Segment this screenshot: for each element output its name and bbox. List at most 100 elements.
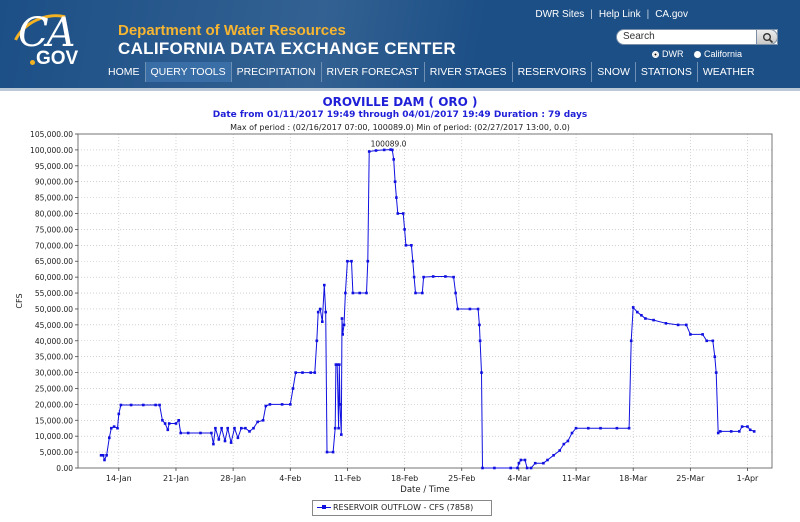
top-link-dwr-sites[interactable]: DWR Sites: [535, 9, 585, 20]
series-point: [244, 426, 247, 430]
series-outflow: [99, 148, 756, 470]
series-point: [351, 291, 355, 295]
top-link-separator: |: [646, 9, 650, 20]
chart-legend: RESERVOIR OUTFLOW - CFS (7858): [312, 500, 492, 516]
org-name: Department of Water Resources: [118, 22, 346, 39]
search-scope-dwr[interactable]: DWR: [652, 49, 684, 59]
series-point: [186, 431, 190, 435]
top-link-help[interactable]: Help Link: [598, 9, 641, 20]
y-tick-label: 20,000.00: [35, 400, 73, 409]
series-point: [713, 355, 717, 358]
y-tick-label: 5,000.00: [40, 448, 74, 457]
series-point: [558, 449, 561, 452]
search-button[interactable]: [756, 29, 778, 45]
nav-river-forecast[interactable]: RIVER FORECAST: [322, 62, 425, 82]
series-point: [315, 339, 319, 343]
series-point: [716, 431, 720, 435]
plot-area-frame: [77, 133, 773, 469]
series-point: [161, 419, 164, 422]
series-point: [294, 371, 297, 374]
series-point: [142, 403, 145, 407]
ca-gov-logo[interactable]: CA GOV: [1, 2, 95, 88]
series-point: [223, 439, 227, 443]
top-links: DWR Sites | Help Link | CA.gov: [535, 9, 688, 20]
search-input[interactable]: Search: [616, 29, 778, 45]
y-tick-label: 70,000.00: [35, 241, 73, 250]
series-point: [746, 425, 749, 428]
series-point: [401, 212, 405, 215]
nav-reservoirs[interactable]: RESERVOIRS: [513, 62, 593, 82]
series-point: [652, 318, 655, 322]
series-point: [374, 149, 378, 152]
outflow-chart: 0.00 5,000.00 10,000.00 15,000.00 20,000.00 2…: [15, 130, 773, 495]
series-point: [163, 422, 167, 425]
chart-period-summary: Max of period : (02/16/2017 07:00, 10008…: [230, 123, 570, 132]
y-tick-label: 30,000.00: [35, 369, 73, 378]
series-point: [177, 419, 180, 422]
series-point: [112, 425, 116, 428]
series-point: [478, 339, 482, 343]
y-tick-label: 25,000.00: [35, 384, 73, 393]
content-top-border: [0, 88, 800, 91]
series-point: [410, 244, 413, 247]
legend-entry: RESERVOIR OUTFLOW - CFS (7858): [333, 503, 474, 512]
series-point: [342, 323, 346, 327]
series-point: [529, 466, 533, 470]
series-point: [154, 403, 157, 407]
nav-precipitation[interactable]: PRECIPITATION: [232, 62, 322, 82]
series-point: [393, 180, 397, 183]
top-link-ca-gov[interactable]: CA.gov: [655, 9, 688, 20]
series-point: [110, 426, 113, 430]
series-point: [212, 442, 215, 446]
series-point: [719, 430, 722, 433]
series-point: [217, 438, 221, 441]
series-point: [338, 363, 341, 366]
series-point: [340, 317, 344, 320]
logo-dot-icon: [30, 60, 35, 65]
radio-selected-icon[interactable]: [652, 51, 659, 58]
x-tick-label: 25-Mar: [676, 474, 705, 483]
series-point: [105, 454, 108, 457]
nav-river-stages[interactable]: RIVER STAGES: [425, 62, 513, 82]
series-point: [229, 441, 233, 444]
series-point: [291, 387, 295, 390]
y-axis-ticks: 0.00 5,000.00 10,000.00 15,000.00 20,000.00 2…: [30, 130, 78, 473]
y-axis-label: CFS: [15, 293, 24, 308]
chart-subtitle: Date from 01/11/2017 19:49 through 04/01…: [212, 110, 588, 120]
search-scope-california[interactable]: California: [694, 49, 742, 59]
series-point: [318, 307, 322, 311]
nav-snow[interactable]: SNOW: [592, 62, 636, 82]
nav-stations[interactable]: STATIONS: [636, 62, 698, 82]
series-point: [214, 426, 217, 430]
series-point: [552, 454, 555, 457]
series-point: [129, 403, 133, 407]
site-name: CALIFORNIA DATA EXCHANGE CENTER: [118, 39, 456, 58]
series-point: [392, 158, 395, 161]
series-point: [337, 426, 340, 430]
series-point: [325, 450, 329, 454]
chart-grid: [78, 133, 772, 469]
radio-unselected-icon[interactable]: [694, 51, 702, 58]
nav-query-tools[interactable]: QUERY TOOLS: [145, 62, 232, 82]
nav-weather[interactable]: WEATHER: [702, 66, 755, 78]
x-tick-label: 11-Mar: [562, 474, 591, 483]
y-tick-label: 100,000.00: [30, 146, 73, 155]
series-point: [444, 275, 447, 278]
main-nav: HOME QUERY TOOLS PRECIPITATION RIVER FOR…: [103, 62, 760, 82]
series-point: [705, 339, 708, 343]
series-point: [714, 371, 718, 374]
series-point: [233, 426, 236, 430]
x-axis-ticks: 14-Jan 21-Jan 28-Jan 4-Feb 11-Feb 18-Feb 25-Fe…: [106, 468, 759, 483]
series-point: [103, 458, 106, 462]
nav-home[interactable]: HOME: [103, 62, 146, 82]
series-point: [261, 419, 265, 422]
series-point: [676, 323, 680, 327]
series-point: [264, 404, 268, 408]
series-point: [422, 275, 425, 279]
series-point: [414, 291, 417, 295]
y-tick-label: 65,000.00: [35, 257, 73, 266]
x-tick-label: 28-Jan: [220, 474, 246, 483]
series-point: [280, 403, 284, 406]
series-point: [179, 431, 182, 435]
series-point: [636, 310, 639, 314]
